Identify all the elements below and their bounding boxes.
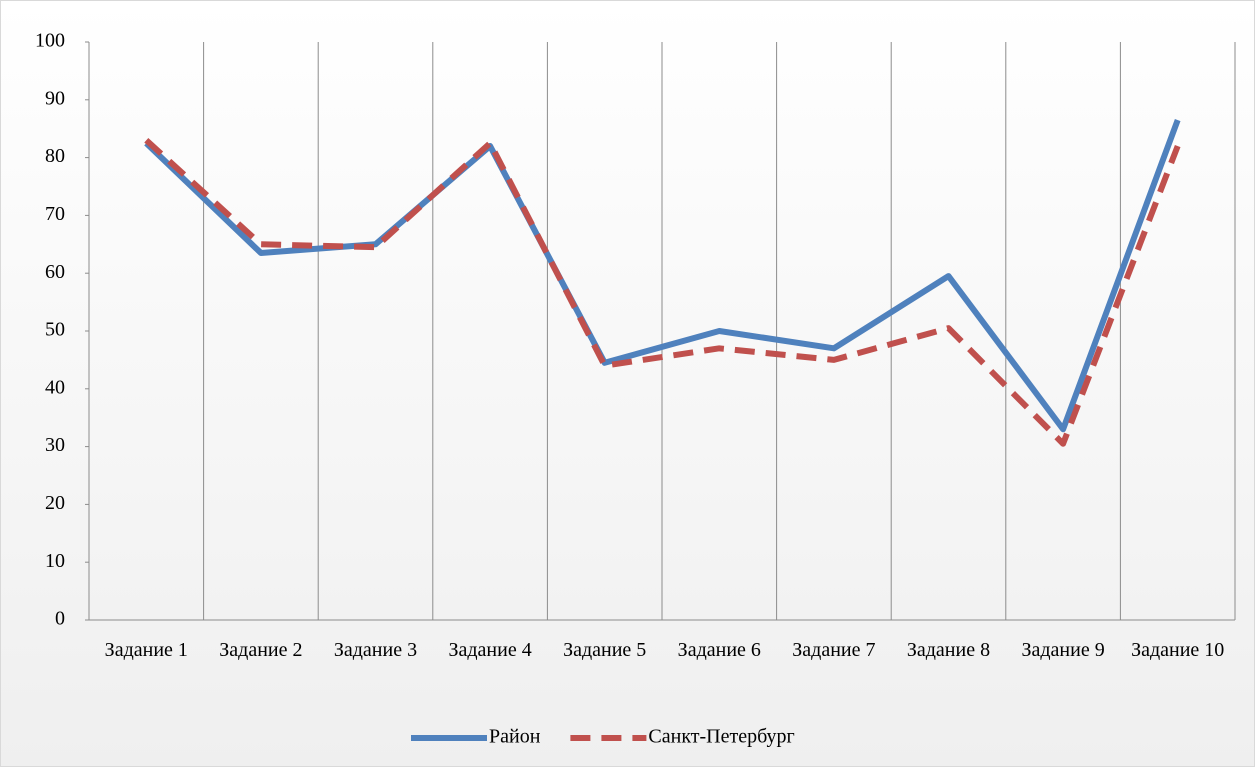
y-tick-label: 60 <box>45 261 65 283</box>
x-tick-label: Задание 2 <box>219 639 303 661</box>
y-tick-label: 90 <box>45 87 65 109</box>
x-tick-label: Задание 6 <box>677 639 761 661</box>
series-line <box>144 138 1181 447</box>
x-tick-label: Задание 5 <box>563 639 647 661</box>
y-tick-label: 10 <box>45 550 65 572</box>
y-tick-label: 80 <box>45 145 65 167</box>
y-tick-label: 20 <box>45 492 65 514</box>
y-tick-label: 30 <box>45 434 65 456</box>
legend-label: Район <box>489 726 541 748</box>
x-tick-label: Задание 10 <box>1131 639 1225 661</box>
x-tick-label: Задание 3 <box>333 639 418 661</box>
legend-label: Санкт-Петербург <box>648 726 794 748</box>
x-tick-label: Задание 9 <box>1021 639 1105 661</box>
x-tick-label: Задание 8 <box>906 639 991 661</box>
x-tick-label: Задание 7 <box>792 639 876 661</box>
x-tick-label: Задание 1 <box>104 639 188 661</box>
y-tick-label: 100 <box>35 30 65 52</box>
y-tick-label: 40 <box>45 376 65 398</box>
y-tick-label: 70 <box>45 203 65 225</box>
series-line <box>144 118 1181 433</box>
y-tick-label: 0 <box>55 608 65 630</box>
y-tick-label: 50 <box>45 319 65 341</box>
x-tick-label: Задание 4 <box>448 639 532 661</box>
